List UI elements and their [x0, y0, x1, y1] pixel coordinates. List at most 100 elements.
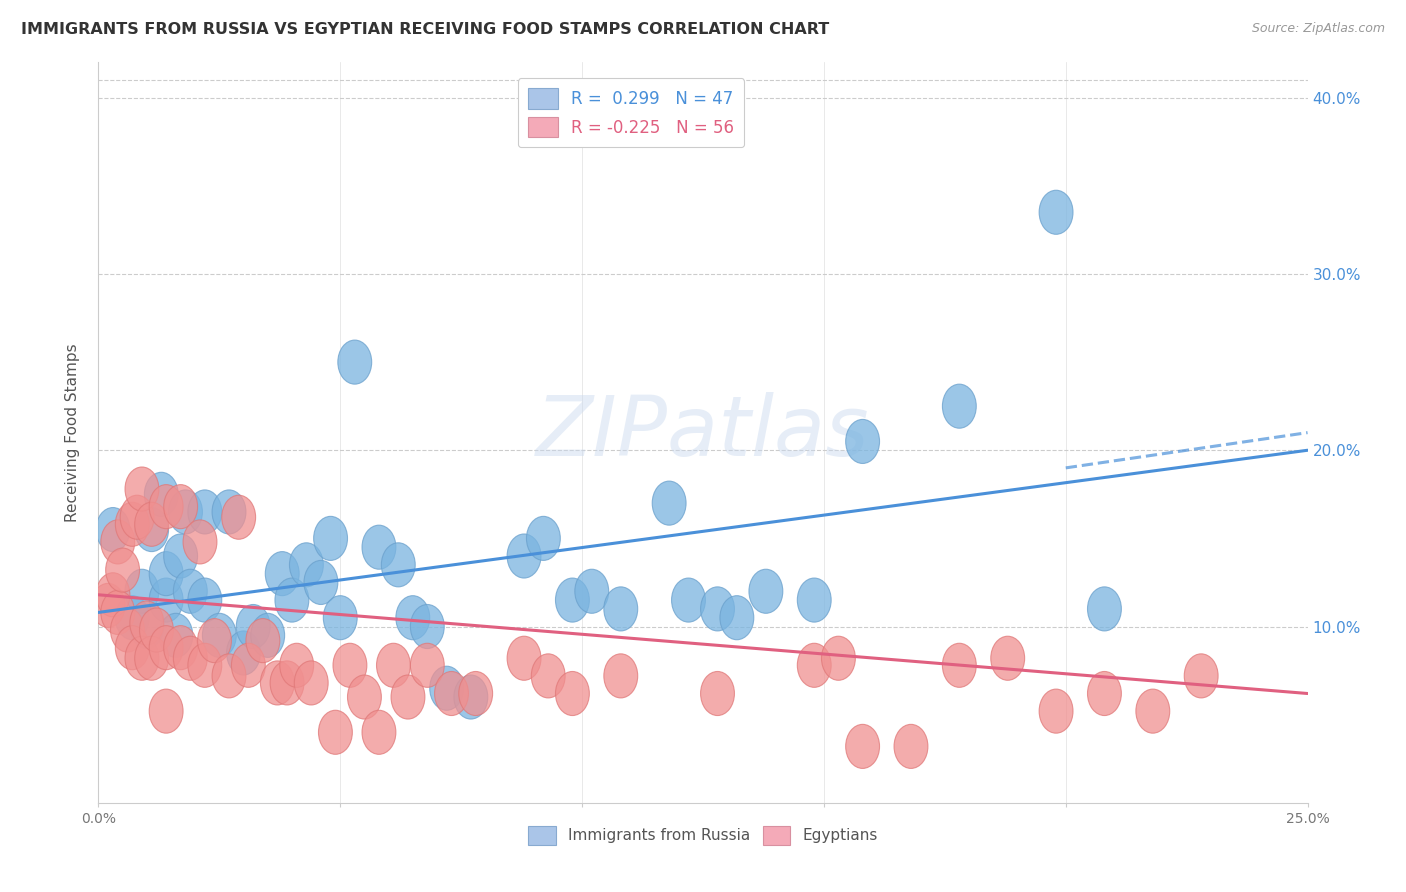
Ellipse shape: [894, 724, 928, 768]
Ellipse shape: [337, 340, 371, 384]
Ellipse shape: [129, 601, 163, 645]
Ellipse shape: [555, 578, 589, 622]
Ellipse shape: [222, 495, 256, 540]
Ellipse shape: [149, 690, 183, 733]
Y-axis label: Receiving Food Stamps: Receiving Food Stamps: [65, 343, 80, 522]
Ellipse shape: [942, 643, 976, 688]
Ellipse shape: [250, 614, 284, 657]
Ellipse shape: [111, 608, 145, 652]
Ellipse shape: [290, 543, 323, 587]
Ellipse shape: [845, 419, 880, 464]
Ellipse shape: [115, 596, 149, 640]
Ellipse shape: [115, 502, 149, 546]
Ellipse shape: [246, 618, 280, 663]
Ellipse shape: [323, 596, 357, 640]
Text: IMMIGRANTS FROM RUSSIA VS EGYPTIAN RECEIVING FOOD STAMPS CORRELATION CHART: IMMIGRANTS FROM RUSSIA VS EGYPTIAN RECEI…: [21, 22, 830, 37]
Ellipse shape: [672, 578, 706, 622]
Ellipse shape: [361, 525, 396, 569]
Ellipse shape: [232, 643, 266, 688]
Ellipse shape: [226, 631, 260, 675]
Ellipse shape: [319, 710, 353, 755]
Ellipse shape: [188, 578, 222, 622]
Ellipse shape: [458, 672, 492, 715]
Ellipse shape: [173, 636, 207, 681]
Ellipse shape: [555, 672, 589, 715]
Ellipse shape: [236, 605, 270, 648]
Ellipse shape: [135, 502, 169, 546]
Ellipse shape: [797, 578, 831, 622]
Ellipse shape: [135, 508, 169, 551]
Ellipse shape: [270, 661, 304, 705]
Ellipse shape: [125, 467, 159, 511]
Ellipse shape: [508, 534, 541, 578]
Ellipse shape: [96, 573, 129, 617]
Ellipse shape: [163, 534, 198, 578]
Ellipse shape: [991, 636, 1025, 681]
Ellipse shape: [508, 636, 541, 681]
Ellipse shape: [120, 495, 155, 540]
Ellipse shape: [149, 578, 183, 622]
Ellipse shape: [361, 710, 396, 755]
Ellipse shape: [1039, 690, 1073, 733]
Ellipse shape: [212, 654, 246, 698]
Ellipse shape: [845, 724, 880, 768]
Ellipse shape: [101, 591, 135, 634]
Ellipse shape: [377, 643, 411, 688]
Ellipse shape: [188, 490, 222, 534]
Ellipse shape: [411, 605, 444, 648]
Ellipse shape: [139, 608, 173, 652]
Ellipse shape: [202, 614, 236, 657]
Ellipse shape: [169, 490, 202, 534]
Ellipse shape: [652, 481, 686, 525]
Text: Source: ZipAtlas.com: Source: ZipAtlas.com: [1251, 22, 1385, 36]
Ellipse shape: [149, 484, 183, 529]
Ellipse shape: [603, 587, 638, 631]
Ellipse shape: [294, 661, 328, 705]
Ellipse shape: [1136, 690, 1170, 733]
Ellipse shape: [720, 596, 754, 640]
Ellipse shape: [700, 672, 734, 715]
Ellipse shape: [749, 569, 783, 614]
Ellipse shape: [159, 614, 193, 657]
Ellipse shape: [149, 625, 183, 670]
Ellipse shape: [700, 587, 734, 631]
Ellipse shape: [135, 636, 169, 681]
Ellipse shape: [411, 643, 444, 688]
Ellipse shape: [260, 661, 294, 705]
Ellipse shape: [797, 643, 831, 688]
Ellipse shape: [96, 508, 129, 551]
Ellipse shape: [347, 675, 381, 719]
Ellipse shape: [1087, 587, 1122, 631]
Ellipse shape: [304, 560, 337, 605]
Ellipse shape: [212, 490, 246, 534]
Ellipse shape: [434, 672, 468, 715]
Ellipse shape: [125, 569, 159, 614]
Ellipse shape: [266, 551, 299, 596]
Ellipse shape: [1184, 654, 1218, 698]
Ellipse shape: [942, 384, 976, 428]
Ellipse shape: [575, 569, 609, 614]
Ellipse shape: [91, 583, 125, 627]
Ellipse shape: [1039, 190, 1073, 235]
Ellipse shape: [603, 654, 638, 698]
Ellipse shape: [391, 675, 425, 719]
Ellipse shape: [396, 596, 430, 640]
Ellipse shape: [526, 516, 561, 560]
Ellipse shape: [314, 516, 347, 560]
Ellipse shape: [149, 551, 183, 596]
Ellipse shape: [183, 520, 217, 564]
Ellipse shape: [381, 543, 415, 587]
Ellipse shape: [1087, 672, 1122, 715]
Ellipse shape: [821, 636, 855, 681]
Ellipse shape: [163, 484, 198, 529]
Ellipse shape: [163, 625, 198, 670]
Ellipse shape: [125, 636, 159, 681]
Ellipse shape: [454, 675, 488, 719]
Ellipse shape: [198, 618, 232, 663]
Ellipse shape: [105, 548, 139, 592]
Ellipse shape: [129, 605, 163, 648]
Ellipse shape: [173, 569, 207, 614]
Ellipse shape: [188, 643, 222, 688]
Ellipse shape: [276, 578, 309, 622]
Ellipse shape: [145, 472, 179, 516]
